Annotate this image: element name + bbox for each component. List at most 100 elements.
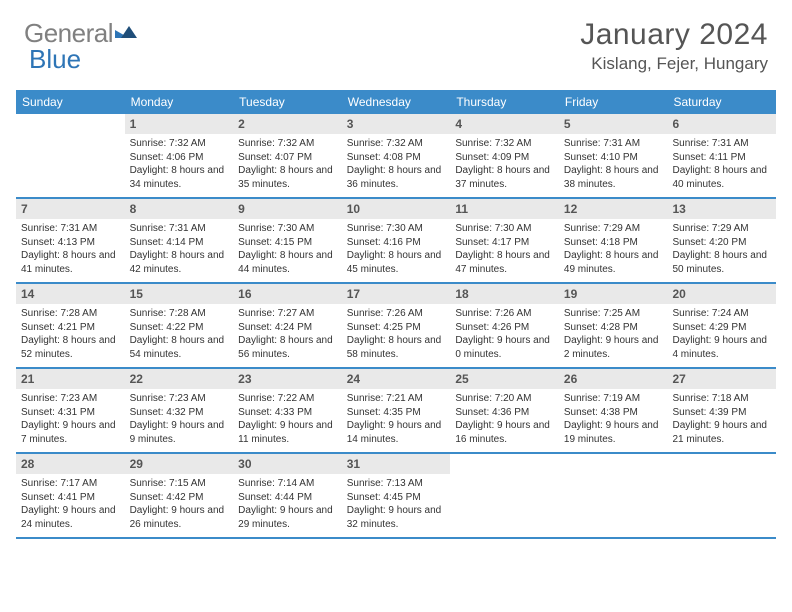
day-number: 16 [233, 284, 342, 304]
day-info: Sunrise: 7:31 AMSunset: 4:14 PMDaylight:… [130, 222, 229, 276]
day-info: Sunrise: 7:30 AMSunset: 4:16 PMDaylight:… [347, 222, 446, 276]
sunrise-text: Sunrise: 7:32 AM [130, 137, 229, 151]
day-number: 20 [667, 284, 776, 304]
sunrise-text: Sunrise: 7:27 AM [238, 307, 337, 321]
day-cell: 9Sunrise: 7:30 AMSunset: 4:15 PMDaylight… [233, 199, 342, 282]
daylight-text: Daylight: 8 hours and 35 minutes. [238, 164, 337, 191]
sunset-text: Sunset: 4:07 PM [238, 151, 337, 165]
day-info: Sunrise: 7:22 AMSunset: 4:33 PMDaylight:… [238, 392, 337, 446]
day-cell: 4Sunrise: 7:32 AMSunset: 4:09 PMDaylight… [450, 114, 559, 197]
sunset-text: Sunset: 4:11 PM [672, 151, 771, 165]
logo-icon [115, 18, 137, 49]
page-header: General January 2024 Kislang, Fejer, Hun… [0, 0, 792, 84]
sunset-text: Sunset: 4:16 PM [347, 236, 446, 250]
day-info: Sunrise: 7:21 AMSunset: 4:35 PMDaylight:… [347, 392, 446, 446]
day-number: 2 [233, 114, 342, 134]
sunset-text: Sunset: 4:26 PM [455, 321, 554, 335]
daylight-text: Daylight: 9 hours and 26 minutes. [130, 504, 229, 531]
sunset-text: Sunset: 4:39 PM [672, 406, 771, 420]
day-cell: 18 Sunrise: 7:26 AMSunset: 4:26 PMDayligh… [450, 284, 559, 367]
day-number: 12 [559, 199, 668, 219]
day-cell: 31Sunrise: 7:13 AMSunset: 4:45 PMDayligh… [342, 454, 451, 537]
day-info: Sunrise: 7:26 AMSunset: 4:26 PMDaylight:… [455, 307, 554, 361]
day-cell: 5Sunrise: 7:31 AMSunset: 4:10 PMDaylight… [559, 114, 668, 197]
sunset-text: Sunset: 4:32 PM [130, 406, 229, 420]
day-number: 6 [667, 114, 776, 134]
day-number: 29 [125, 454, 234, 474]
day-info: Sunrise: 7:32 AMSunset: 4:09 PMDaylight:… [455, 137, 554, 191]
sunset-text: Sunset: 4:29 PM [672, 321, 771, 335]
day-cell: 23Sunrise: 7:22 AMSunset: 4:33 PMDayligh… [233, 369, 342, 452]
day-cell: 2 Sunrise: 7:32 AMSunset: 4:07 PMDaylight… [233, 114, 342, 197]
weekday-col: Friday [559, 90, 668, 114]
daylight-text: Daylight: 8 hours and 42 minutes. [130, 249, 229, 276]
day-info: Sunrise: 7:27 AMSunset: 4:24 PMDaylight:… [238, 307, 337, 361]
day-cell: 24 Sunrise: 7:21 AMSunset: 4:35 PMDayligh… [342, 369, 451, 452]
daylight-text: Daylight: 9 hours and 9 minutes. [130, 419, 229, 446]
sunrise-text: Sunrise: 7:29 AM [672, 222, 771, 236]
daylight-text: Daylight: 8 hours and 52 minutes. [21, 334, 120, 361]
sunset-text: Sunset: 4:25 PM [347, 321, 446, 335]
day-info: Sunrise: 7:17 AMSunset: 4:41 PMDaylight:… [21, 477, 120, 531]
day-number: 8 [125, 199, 234, 219]
day-cell: 25Sunrise: 7:20 AMSunset: 4:36 PMDayligh… [450, 369, 559, 452]
daylight-text: Daylight: 8 hours and 58 minutes. [347, 334, 446, 361]
sunrise-text: Sunrise: 7:30 AM [347, 222, 446, 236]
sunset-text: Sunset: 4:44 PM [238, 491, 337, 505]
day-number: 18 [450, 284, 559, 304]
day-info: Sunrise: 7:30 AMSunset: 4:15 PMDaylight:… [238, 222, 337, 276]
day-info: Sunrise: 7:23 AMSunset: 4:31 PMDaylight:… [21, 392, 120, 446]
day-cell [16, 114, 125, 197]
day-info: Sunrise: 7:24 AMSunset: 4:29 PMDaylight:… [672, 307, 771, 361]
day-cell: 26Sunrise: 7:19 AMSunset: 4:38 PMDayligh… [559, 369, 668, 452]
month-title: January 2024 [580, 18, 768, 52]
day-cell: 17Sunrise: 7:26 AMSunset: 4:25 PMDayligh… [342, 284, 451, 367]
sunrise-text: Sunrise: 7:25 AM [564, 307, 663, 321]
day-number: 11 [450, 199, 559, 219]
weekday-col: Saturday [667, 90, 776, 114]
day-cell [667, 454, 776, 537]
weekday-col: Sunday [16, 90, 125, 114]
sunrise-text: Sunrise: 7:24 AM [672, 307, 771, 321]
day-cell: 1Sunrise: 7:32 AMSunset: 4:06 PMDaylight… [125, 114, 234, 197]
sunrise-text: Sunrise: 7:18 AM [672, 392, 771, 406]
day-cell: 19Sunrise: 7:25 AMSunset: 4:28 PMDayligh… [559, 284, 668, 367]
brand-part2: Blue [29, 44, 81, 75]
daylight-text: Daylight: 9 hours and 21 minutes. [672, 419, 771, 446]
daylight-text: Daylight: 8 hours and 41 minutes. [21, 249, 120, 276]
sunrise-text: Sunrise: 7:13 AM [347, 477, 446, 491]
day-info: Sunrise: 7:15 AMSunset: 4:42 PMDaylight:… [130, 477, 229, 531]
sunset-text: Sunset: 4:41 PM [21, 491, 120, 505]
sunset-text: Sunset: 4:15 PM [238, 236, 337, 250]
daylight-text: Daylight: 9 hours and 4 minutes. [672, 334, 771, 361]
sunrise-text: Sunrise: 7:26 AM [455, 307, 554, 321]
daylight-text: Daylight: 8 hours and 34 minutes. [130, 164, 229, 191]
day-cell [559, 454, 668, 537]
daylight-text: Daylight: 8 hours and 44 minutes. [238, 249, 337, 276]
day-info: Sunrise: 7:18 AMSunset: 4:39 PMDaylight:… [672, 392, 771, 446]
sunrise-text: Sunrise: 7:14 AM [238, 477, 337, 491]
daylight-text: Daylight: 9 hours and 7 minutes. [21, 419, 120, 446]
daylight-text: Daylight: 8 hours and 50 minutes. [672, 249, 771, 276]
day-info: Sunrise: 7:29 AMSunset: 4:18 PMDaylight:… [564, 222, 663, 276]
daylight-text: Daylight: 9 hours and 14 minutes. [347, 419, 446, 446]
day-info: Sunrise: 7:28 AMSunset: 4:22 PMDaylight:… [130, 307, 229, 361]
day-info: Sunrise: 7:14 AMSunset: 4:44 PMDaylight:… [238, 477, 337, 531]
sunset-text: Sunset: 4:35 PM [347, 406, 446, 420]
daylight-text: Daylight: 8 hours and 54 minutes. [130, 334, 229, 361]
sunset-text: Sunset: 4:09 PM [455, 151, 554, 165]
week-row: 14Sunrise: 7:28 AMSunset: 4:21 PMDayligh… [16, 284, 776, 369]
sunrise-text: Sunrise: 7:23 AM [21, 392, 120, 406]
sunset-text: Sunset: 4:14 PM [130, 236, 229, 250]
day-number: 22 [125, 369, 234, 389]
day-info: Sunrise: 7:32 AMSunset: 4:07 PMDaylight:… [238, 137, 337, 191]
day-number: 13 [667, 199, 776, 219]
sunrise-text: Sunrise: 7:32 AM [238, 137, 337, 151]
sunrise-text: Sunrise: 7:31 AM [130, 222, 229, 236]
day-number: 21 [16, 369, 125, 389]
day-number: 24 [342, 369, 451, 389]
day-info: Sunrise: 7:29 AMSunset: 4:20 PMDaylight:… [672, 222, 771, 276]
weekday-col: Wednesday [342, 90, 451, 114]
sunset-text: Sunset: 4:42 PM [130, 491, 229, 505]
sunrise-text: Sunrise: 7:32 AM [455, 137, 554, 151]
